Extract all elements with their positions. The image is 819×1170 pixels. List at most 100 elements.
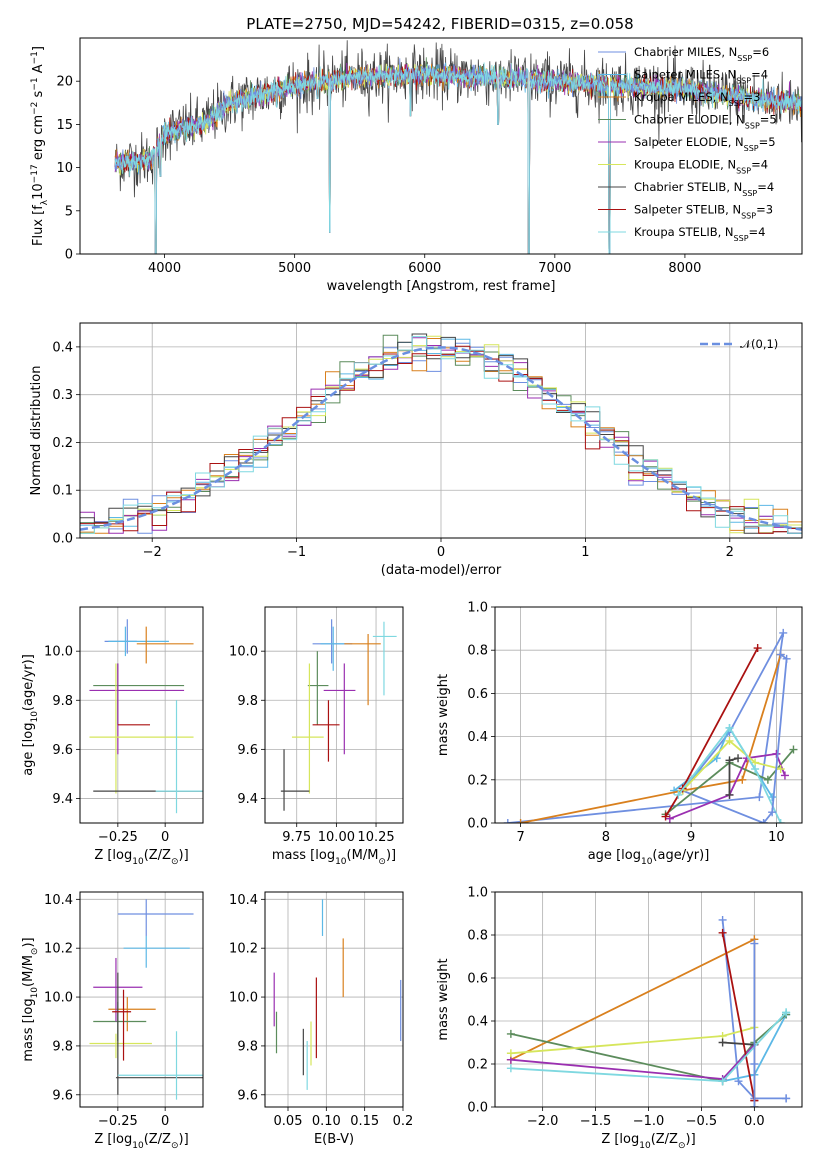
y-tick-label: 0.4 [52,340,73,355]
errorbar-point [123,935,190,968]
plot-frame [494,891,803,1108]
x-axis-label: Z [log10(Z/Z⊙)] [94,1132,188,1151]
errorbar-point [117,1031,203,1100]
data-point-marker [763,775,772,784]
data-point-marker [753,644,762,653]
figure-title: PLATE=2750, MJD=54242, FIBERID=0315, z=0… [246,15,633,33]
y-tick-label: 10.0 [44,645,73,660]
plot-frame [79,322,803,539]
y-tick-label: 20 [56,75,73,90]
y-tick-label: 10.4 [44,893,73,908]
data-point-marker [506,1064,515,1073]
data-point-marker [503,819,512,823]
x-tick-label: 8000 [668,261,701,276]
y-tick-label: 0.8 [467,929,488,944]
plot-frame [264,891,404,1108]
y-tick-label: 10.2 [229,942,258,957]
legend-label: Chabrier MILES, NSSP=6 [634,45,769,63]
data-point-marker [750,1103,759,1107]
grid-lines [265,607,403,823]
errorbar-point [108,626,169,657]
x-tick-label: 10 [768,830,785,845]
x-tick-label: 4000 [148,261,181,276]
data-point-marker [780,771,789,780]
y-tick-label: 0.6 [467,687,488,702]
massweight-series-line [507,632,785,823]
errorbar-point [291,663,324,794]
plot-frame [494,606,803,824]
y-tick-label: 9.6 [237,743,258,758]
x-tick-label: 1 [581,545,589,560]
y-axis-label: Flux [fλ10−17 erg cm−2 s−1 A−1] [30,46,50,246]
panel-age_vs_Z: −0.25 0 9.4 9.6 9.8 10.0 Z [log10(Z/Z⊙)] age [l… [21,606,204,867]
y-tick-label: 0 [65,248,73,263]
errorbar-point [89,1033,152,1059]
legend: Chabrier MILES, NSSP=6 Salpeter MILES, NS… [598,45,777,243]
x-tick-label: 0.10 [312,1114,341,1129]
x-tick-label: 7 [516,830,524,845]
y-tick-label: 9.4 [237,792,258,807]
x-axis-label: wavelength [Angstrom, rest frame] [327,279,556,294]
data-point-marker [734,754,743,763]
legend-label: Chabrier ELODIE, NSSP=5 [634,113,777,131]
data-point-marker [725,723,734,732]
y-axis-label: mass weight [436,674,451,756]
data-point-marker [670,786,679,795]
legend-label: Kroupa MILES, NSSP=3 [634,90,760,108]
y-tick-label: 9.4 [52,792,73,807]
x-tick-label: 0 [161,1114,169,1129]
x-tick-label: −0.25 [98,830,138,845]
y-tick-label: 1.0 [467,886,488,901]
y-tick-label: 9.6 [52,743,73,758]
y-tick-label: 9.8 [237,1039,258,1054]
x-tick-label: −0.25 [98,1114,138,1129]
data-point-marker [782,1008,791,1017]
y-tick-label: 15 [56,118,73,133]
x-tick-label: 8 [602,830,610,845]
panel-spectrum: 4000 5000 6000 7000 8000 0 5 10 15 20 Chabrier MIL… [30,37,803,294]
y-tick-label: 10.0 [44,991,73,1006]
x-axis-label: age [log10(age/yr)] [588,848,710,867]
errorbar-point [115,972,203,1095]
massweight-series-line [721,919,787,1100]
data-point-marker [516,819,525,823]
errorbar-point [344,634,381,706]
x-tick-label: 9.75 [282,830,311,845]
x-tick-label: 0 [437,545,445,560]
y-tick-label: 10.0 [229,645,258,660]
y-tick-label: 10 [56,161,73,176]
legend-label: Chabrier STELIB, NSSP=4 [634,180,774,198]
y-tick-label: 0.4 [467,730,488,745]
y-axis-label: Normed distribution [29,366,44,496]
plot-marks [506,915,791,1107]
x-tick-label: −1.5 [580,1114,612,1129]
y-tick-label: 9.6 [237,1088,258,1103]
x-tick-label: 10.00 [318,830,355,845]
data-point-marker [725,790,734,799]
y-tick-label: 0.3 [52,388,73,403]
data-point-marker [750,1060,759,1068]
x-tick-label: 0.2 [393,1114,414,1129]
massweight-series-line [722,1041,755,1046]
x-tick-label: −2.0 [527,1114,559,1129]
residual-histogram [80,342,802,534]
errorbar-point [155,700,203,814]
errorbar-point [280,749,310,811]
errorbar-point [93,663,185,725]
errorbar-point [312,619,353,664]
x-tick-label: 10.25 [357,830,394,845]
data-point-marker [755,793,764,802]
x-tick-label: 0.15 [350,1114,379,1129]
x-axis-label: E(B-V) [314,1132,354,1147]
legend-label: Salpeter ELODIE, NSSP=5 [634,135,776,153]
y-tick-label: 10.2 [44,942,73,957]
y-tick-label: 0.2 [467,1058,488,1073]
data-point-marker [725,756,734,765]
data-point-marker [718,1038,727,1047]
panel-massweight_vs_age: 7 8 9 10 0.0 0.2 0.4 0.6 0.8 1.0 age [log10(age/yr… [436,601,803,867]
data-point-marker [768,793,777,802]
data-point-marker [750,939,759,948]
legend-label: Salpeter STELIB, NSSP=3 [634,203,773,221]
plot-marks [280,619,397,811]
